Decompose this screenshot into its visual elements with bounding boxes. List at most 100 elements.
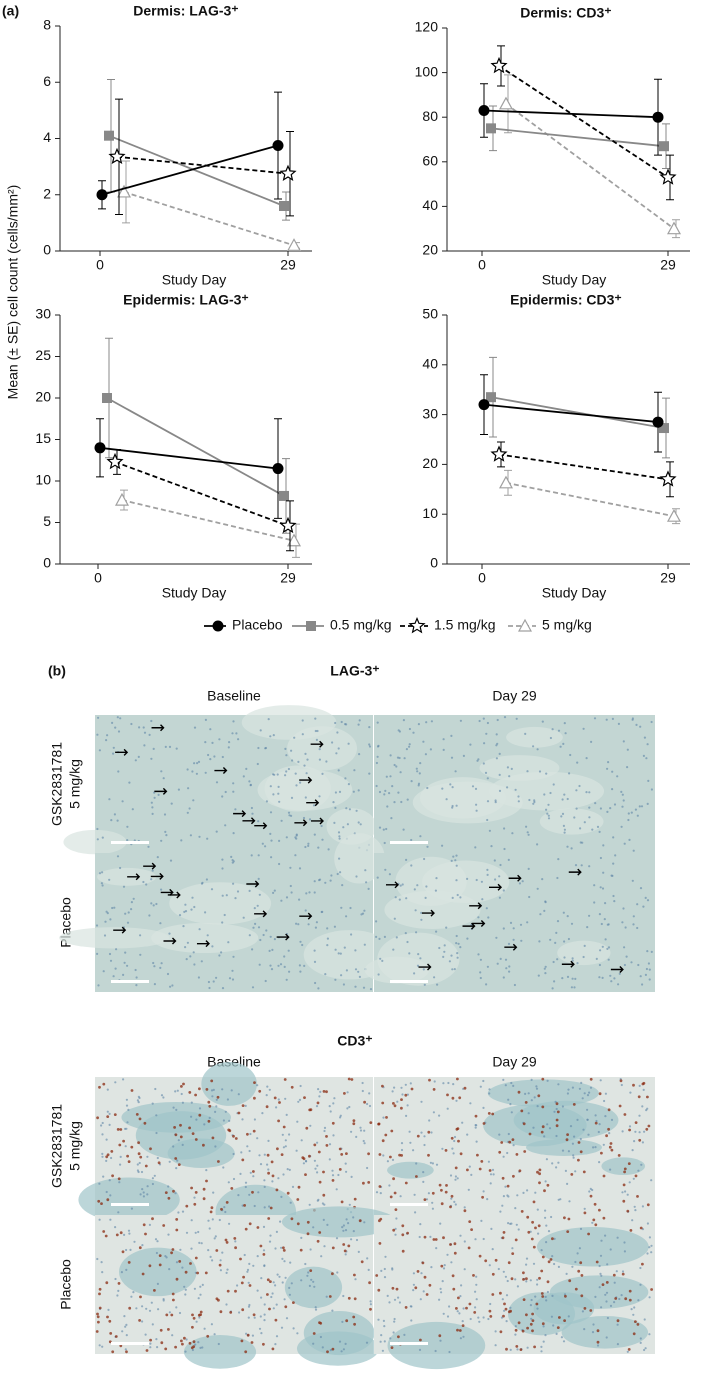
nucleus: [221, 795, 224, 798]
stain: [619, 1079, 623, 1083]
nucleus: [244, 1185, 247, 1189]
nucleus: [591, 828, 594, 831]
nucleus: [420, 918, 423, 921]
stain: [174, 1345, 178, 1349]
nucleus: [536, 1283, 539, 1286]
nucleus: [150, 878, 153, 881]
stain: [192, 1316, 196, 1320]
stain: [292, 1301, 295, 1304]
nucleus: [641, 1105, 644, 1108]
nucleus: [191, 770, 194, 773]
stain: [159, 1328, 163, 1332]
nucleus: [410, 838, 413, 842]
nucleus: [195, 1118, 198, 1121]
nucleus: [285, 754, 288, 757]
tissue-fold: [183, 1334, 257, 1369]
stain: [608, 1145, 612, 1149]
stain: [268, 1307, 271, 1311]
nucleus: [266, 1163, 269, 1166]
stain: [170, 1251, 174, 1255]
nucleus: [564, 1169, 568, 1172]
nucleus: [627, 818, 630, 822]
nucleus: [380, 1269, 383, 1272]
nucleus: [571, 1265, 574, 1268]
stain: [377, 1288, 381, 1292]
nucleus: [527, 1112, 530, 1115]
stain: [616, 1319, 620, 1323]
nucleus: [221, 858, 224, 861]
nucleus: [650, 720, 653, 724]
nucleus: [552, 1324, 555, 1327]
nucleus: [109, 1218, 112, 1221]
stain: [623, 1167, 627, 1171]
nucleus: [646, 1222, 650, 1225]
nucleus: [318, 795, 321, 798]
tissue-fold: [201, 1062, 257, 1106]
nucleus: [525, 1257, 529, 1260]
stain: [217, 1298, 220, 1302]
nucleus: [445, 798, 448, 801]
nucleus: [567, 1315, 570, 1318]
stain: [540, 1130, 544, 1134]
nucleus: [377, 1318, 380, 1321]
marker: [94, 442, 106, 454]
marker: [659, 168, 677, 185]
nucleus: [345, 1218, 348, 1221]
stain: [416, 1270, 420, 1273]
arrow: [561, 960, 575, 968]
nucleus: [328, 1105, 331, 1108]
nucleus: [650, 1244, 653, 1247]
nucleus: [368, 745, 372, 748]
nucleus: [263, 1319, 266, 1322]
nucleus: [474, 1290, 477, 1293]
nucleus: [618, 1297, 621, 1301]
nucleus: [150, 801, 153, 804]
nucleus: [142, 880, 145, 884]
stain: [473, 1311, 477, 1314]
stain: [283, 1078, 287, 1081]
nucleus: [127, 1108, 130, 1111]
nucleus: [469, 1102, 472, 1105]
stain: [522, 1298, 526, 1301]
nucleus: [308, 891, 311, 894]
stain: [476, 1153, 479, 1157]
nucleus: [139, 1193, 142, 1196]
y-tick-label: 8: [43, 17, 51, 33]
nucleus: [134, 759, 137, 762]
nucleus: [301, 733, 304, 736]
stain: [563, 1319, 566, 1322]
nucleus: [325, 760, 328, 763]
nucleus: [315, 1105, 319, 1108]
nucleus: [475, 809, 478, 812]
nucleus: [178, 914, 182, 917]
nucleus: [639, 887, 643, 890]
nucleus: [277, 792, 280, 795]
nucleus: [334, 948, 337, 951]
nucleus: [239, 1172, 242, 1175]
stain: [368, 1281, 371, 1285]
nucleus: [121, 800, 124, 803]
nucleus: [647, 962, 651, 965]
nucleus: [601, 976, 604, 980]
nucleus: [525, 1280, 528, 1283]
nucleus: [609, 1304, 613, 1307]
nucleus: [206, 837, 209, 840]
nucleus: [525, 825, 528, 828]
stain: [499, 1330, 503, 1334]
stain: [215, 1249, 219, 1252]
nucleus: [96, 952, 99, 956]
stain: [306, 1232, 310, 1236]
nucleus: [567, 1088, 570, 1091]
stain: [110, 1150, 114, 1153]
nucleus: [401, 883, 404, 886]
stain: [526, 1215, 530, 1219]
nucleus: [430, 1131, 433, 1134]
nucleus: [227, 746, 230, 749]
nucleus: [632, 1313, 635, 1316]
nucleus: [644, 1347, 647, 1350]
stain: [119, 1128, 123, 1131]
stain: [267, 1171, 270, 1175]
nucleus: [631, 1219, 634, 1222]
nucleus: [143, 731, 147, 734]
nucleus: [451, 968, 454, 971]
